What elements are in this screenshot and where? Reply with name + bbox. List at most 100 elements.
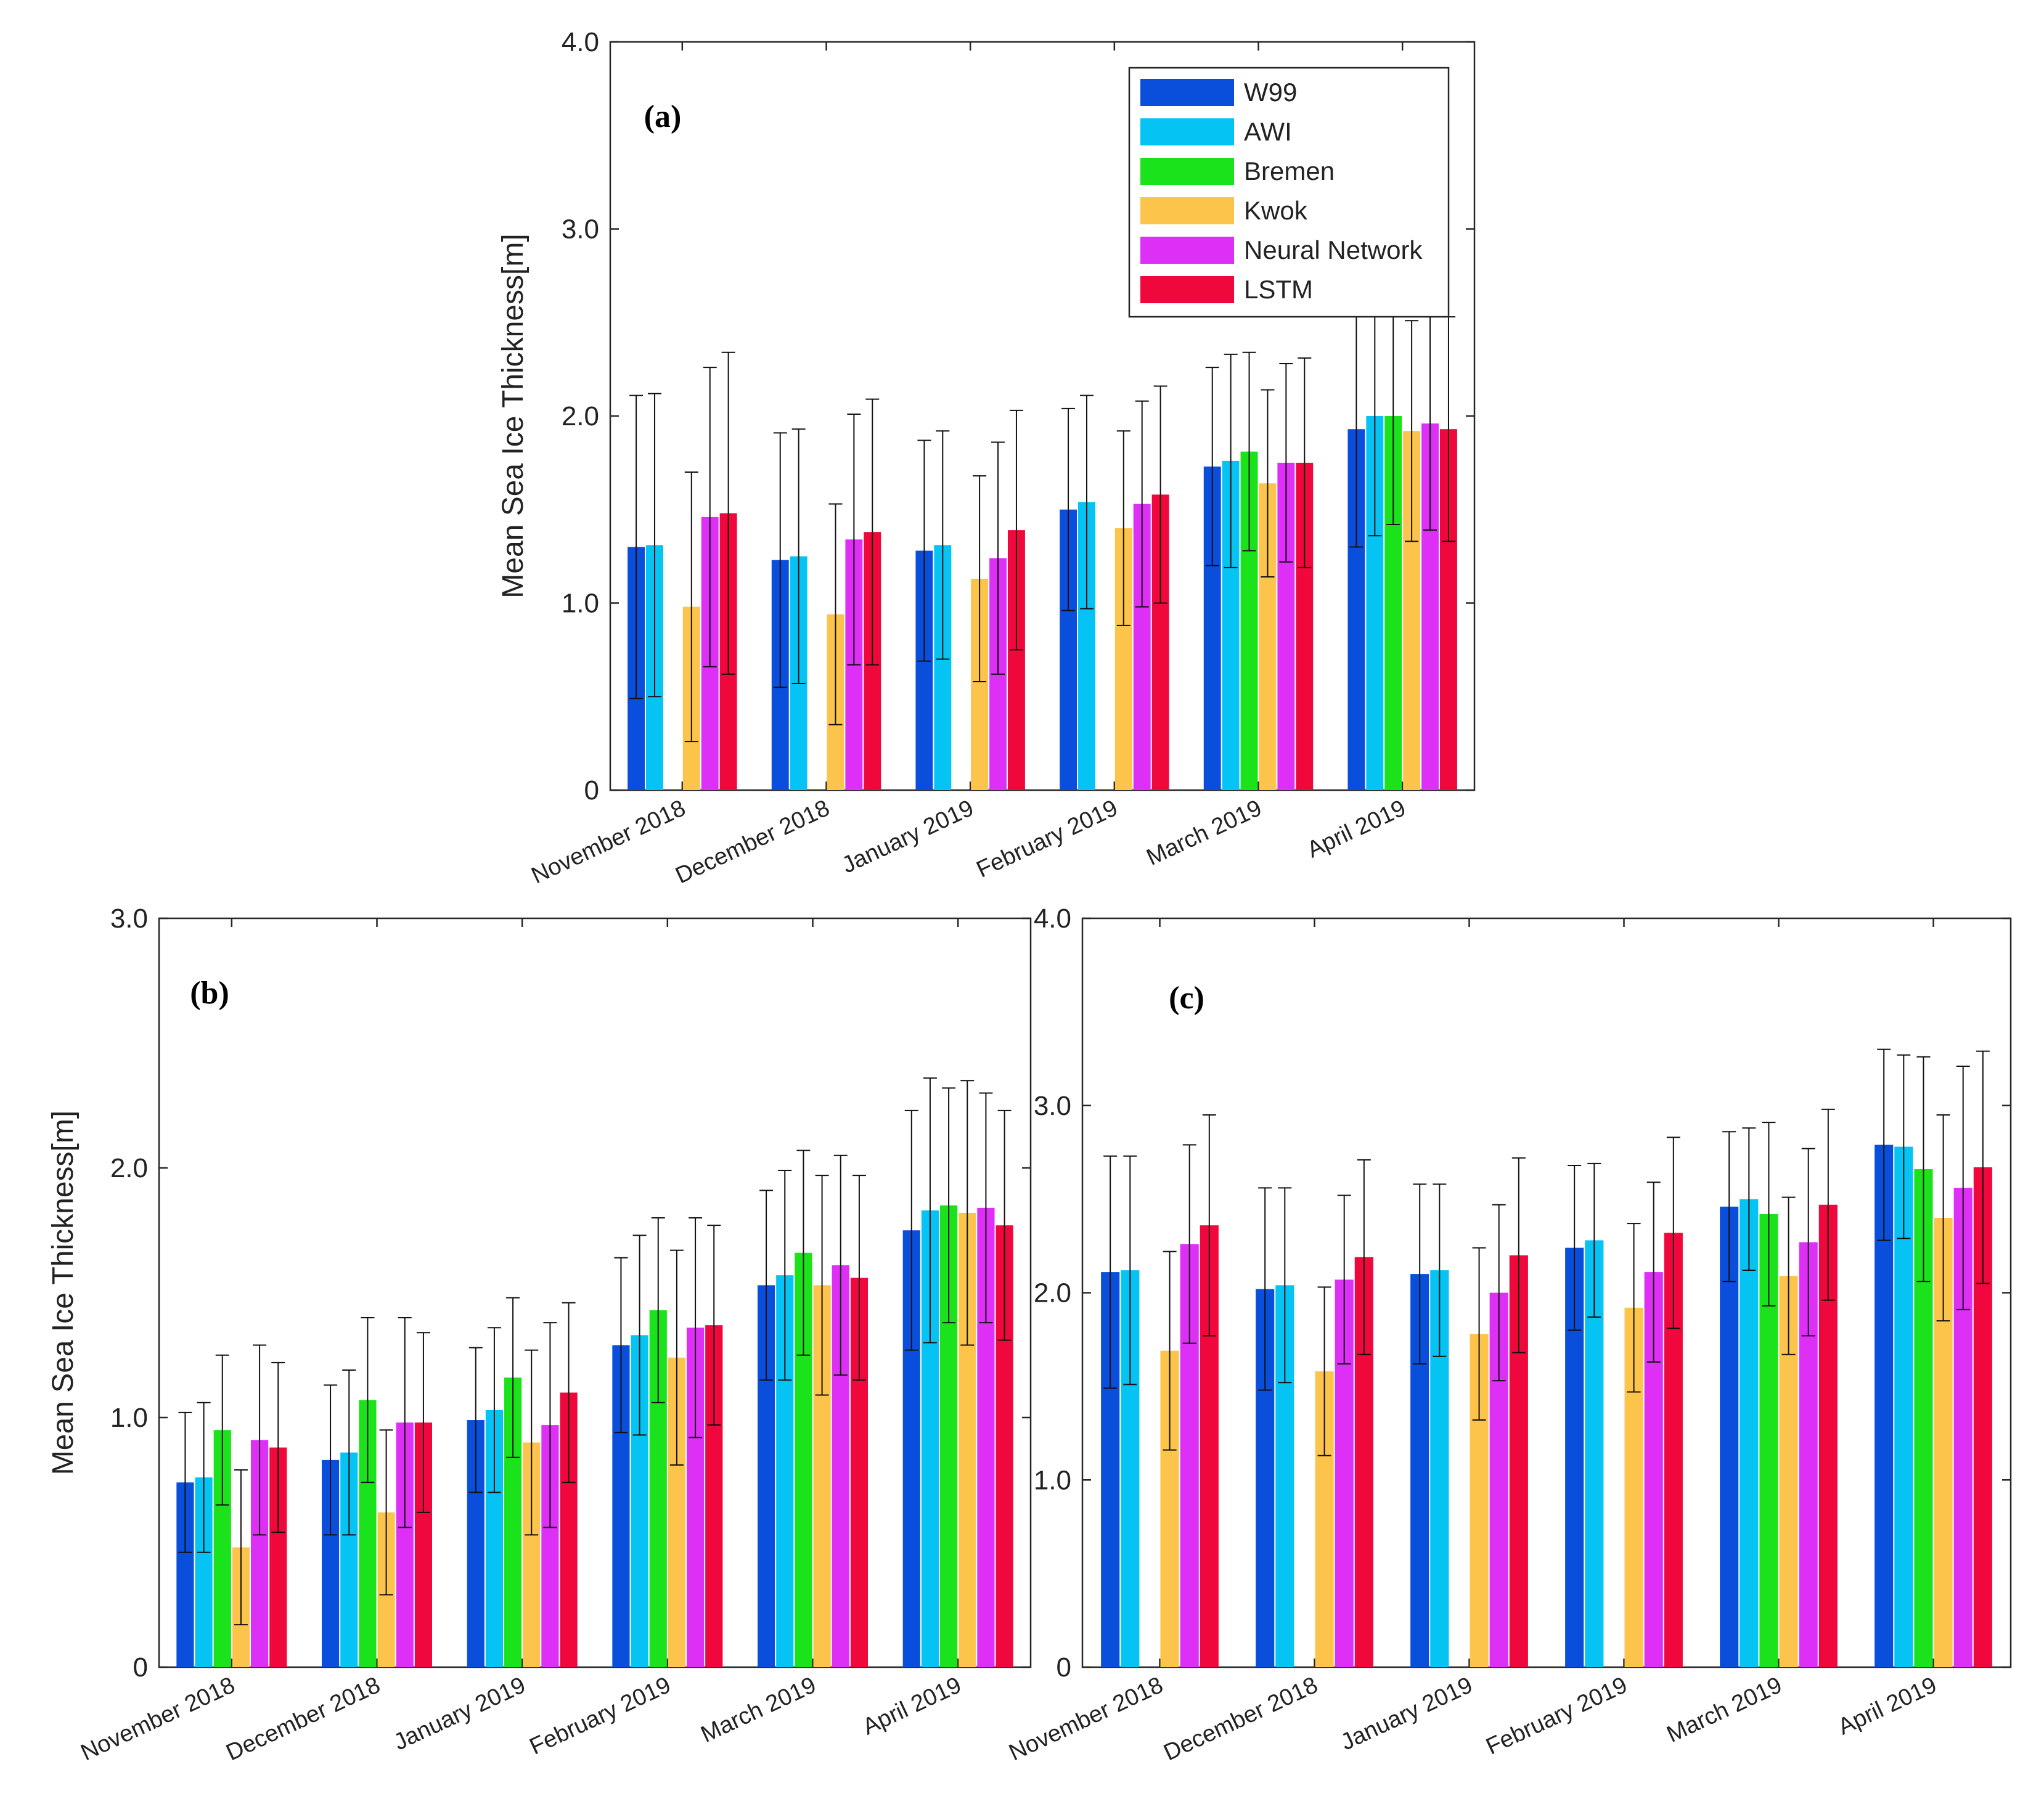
panel-b-errorbar-lstm-november-2018 <box>271 1361 285 1533</box>
panel-b-errorbar-bremen-april-2019 <box>942 1087 956 1324</box>
panel-b-errorbar-w99-april-2019 <box>904 1109 918 1351</box>
panel-a-errorbar-neural-network-january-2019 <box>991 441 1005 675</box>
panel-a-errorbar-awi-november-2018 <box>647 393 661 698</box>
panel-a-ytick-label: 3.0 <box>562 214 599 245</box>
panel-b-errorbar-neural-network-december-2018 <box>398 1317 412 1528</box>
panel-c-errorbar-w99-march-2019 <box>1722 1131 1736 1283</box>
panel-b-errorbar-neural-network-november-2018 <box>253 1344 267 1536</box>
legend-label-bremen: Bremen <box>1244 157 1335 186</box>
panel-a-category-december-2018: December 2018 <box>671 795 833 889</box>
panel-b-errorbar-bremen-november-2018 <box>215 1354 229 1506</box>
legend-swatch-bremen <box>1140 158 1234 185</box>
panel-a-category-april-2019: April 2019 <box>1303 795 1410 863</box>
panel-a-errorbar-kwok-november-2018 <box>684 471 698 743</box>
panel-c-errorbar-awi-february-2019 <box>1587 1162 1601 1318</box>
panel-a-errorbar-kwok-december-2018 <box>828 503 843 725</box>
panel-a-errorbar-neural-network-november-2018 <box>703 367 717 667</box>
panel-b-ytick-label: 2.0 <box>110 1153 148 1183</box>
legend: W99 AWI Bremen Kwok Neural Network LSTM <box>1128 67 1450 318</box>
panel-b-errorbar-neural-network-april-2019 <box>979 1092 993 1324</box>
panel-c-errorbar-w99-december-2018 <box>1258 1187 1272 1391</box>
panel-a-errorbar-neural-network-march-2019 <box>1279 363 1293 563</box>
panel-b-errorbar-w99-march-2019 <box>759 1190 774 1381</box>
panel-b-errorbar-kwok-march-2019 <box>815 1175 829 1396</box>
panel-b-errorbar-lstm-december-2018 <box>416 1332 430 1513</box>
legend-swatch-w99 <box>1140 79 1234 106</box>
panel-b-errorbar-kwok-december-2018 <box>379 1429 393 1596</box>
panel-c-category-december-2018: December 2018 <box>1159 1672 1322 1766</box>
panel-a-ytick-label: 4.0 <box>562 27 599 57</box>
panel-b-category-january-2019: January 2019 <box>390 1672 529 1755</box>
panel-b-ytick-label: 0 <box>133 1652 148 1683</box>
panel-b-errorbar-w99-january-2019 <box>468 1347 483 1493</box>
panel-c-errorbar-kwok-january-2019 <box>1472 1247 1486 1421</box>
panel-c-bar-w99-march-2019 <box>1720 1206 1739 1667</box>
panel-b-errorbar-awi-february-2019 <box>632 1234 647 1436</box>
panel-a-ytick-label: 0 <box>584 775 599 806</box>
panel-a-errorbar-awi-january-2019 <box>936 430 950 660</box>
panel-b-errorbar-bremen-january-2019 <box>506 1297 520 1458</box>
panel-a-errorbar-w99-march-2019 <box>1205 367 1219 566</box>
panel-a-errorbar-kwok-january-2019 <box>973 475 987 682</box>
panel-c-errorbar-w99-april-2019 <box>1877 1048 1891 1241</box>
panel-c-errorbar-neural-network-april-2019 <box>1956 1065 1970 1310</box>
panel-b-errorbar-w99-december-2018 <box>324 1384 338 1536</box>
panel-b-errorbar-awi-march-2019 <box>778 1170 792 1381</box>
panel-a-category-february-2019: February 2019 <box>973 795 1122 883</box>
legend-label-neural-network: Neural Network <box>1244 235 1423 264</box>
panel-b-errorbar-kwok-april-2019 <box>960 1080 975 1346</box>
panel-b-errorbar-lstm-february-2019 <box>707 1225 721 1426</box>
panel-c-errorbar-kwok-february-2019 <box>1627 1223 1641 1393</box>
panel-a-ylabel: Mean Sea Ice Thickness[m] <box>497 234 529 598</box>
legend-box <box>1128 67 1450 318</box>
panel-a-errorbar-kwok-march-2019 <box>1261 389 1275 578</box>
panel-a-label: (a) <box>644 99 682 134</box>
panel-b-errorbar-awi-april-2019 <box>923 1077 937 1344</box>
panel-c-errorbar-lstm-november-2018 <box>1202 1114 1216 1337</box>
panel-c-errorbar-lstm-december-2018 <box>1357 1159 1371 1355</box>
panel-b-errorbar-lstm-january-2019 <box>562 1302 576 1483</box>
panel-c-errorbar-bremen-april-2019 <box>1916 1056 1931 1283</box>
panel-a-errorbar-awi-march-2019 <box>1224 353 1238 568</box>
legend-swatch-neural-network <box>1140 237 1234 264</box>
panel-c-errorbar-lstm-february-2019 <box>1666 1136 1680 1329</box>
panel-a-category-march-2019: March 2019 <box>1143 795 1266 871</box>
panel-c-errorbar-lstm-january-2019 <box>1511 1157 1526 1353</box>
panel-b-errorbar-neural-network-january-2019 <box>543 1322 557 1528</box>
panel-a-category-january-2019: January 2019 <box>838 795 978 878</box>
panel-b: 0 1.0 2.0 3.0 Mean Sea Ice Thickness[m] Novem… <box>47 904 1032 1766</box>
panel-a-category-november-2018: November 2018 <box>528 795 690 889</box>
panel-a-errorbar-neural-network-february-2019 <box>1135 400 1149 608</box>
panel-a-errorbar-kwok-february-2019 <box>1116 430 1131 626</box>
panel-a-errorbar-bremen-march-2019 <box>1242 351 1256 552</box>
panel-c-category-february-2019: February 2019 <box>1482 1672 1632 1760</box>
panel-b-errorbar-bremen-february-2019 <box>651 1217 665 1403</box>
panel-b-ylabel: Mean Sea Ice Thickness[m] <box>47 1111 80 1475</box>
panel-a-errorbar-lstm-december-2018 <box>865 398 880 666</box>
panel-b-errorbar-lstm-march-2019 <box>852 1175 866 1381</box>
panel-a-errorbar-w99-february-2019 <box>1061 407 1076 611</box>
panel-b-errorbar-w99-february-2019 <box>614 1257 628 1434</box>
panel-c-category-april-2019: April 2019 <box>1834 1672 1940 1740</box>
panel-c-errorbar-kwok-march-2019 <box>1781 1196 1796 1355</box>
panel-b-category-march-2019: March 2019 <box>697 1672 820 1748</box>
panel-c-category-january-2019: January 2019 <box>1337 1672 1476 1755</box>
panel-b-category-november-2018: November 2018 <box>77 1672 239 1766</box>
legend-label-lstm: LSTM <box>1244 275 1313 304</box>
panel-b-category-february-2019: February 2019 <box>526 1672 675 1760</box>
panel-b-axes-box <box>158 917 1032 1668</box>
panel-c-errorbar-neural-network-november-2018 <box>1182 1144 1196 1344</box>
panel-b-ytick-label: 3.0 <box>110 904 148 934</box>
panel-b-ytick-label: 1.0 <box>110 1403 148 1433</box>
legend-label-awi: AWI <box>1244 117 1292 146</box>
panel-b-errorbar-neural-network-march-2019 <box>833 1154 848 1376</box>
panel-c-category-march-2019: March 2019 <box>1663 1672 1786 1748</box>
panel-c-ytick-label: 1.0 <box>1034 1465 1071 1495</box>
panel-b-errorbar-awi-november-2018 <box>197 1402 211 1553</box>
panel-b-errorbar-kwok-november-2018 <box>234 1469 248 1626</box>
panel-c-errorbar-w99-november-2018 <box>1103 1155 1118 1389</box>
panel-c-ytick-label: 3.0 <box>1034 1091 1071 1121</box>
panel-b-errorbar-awi-january-2019 <box>487 1327 501 1493</box>
